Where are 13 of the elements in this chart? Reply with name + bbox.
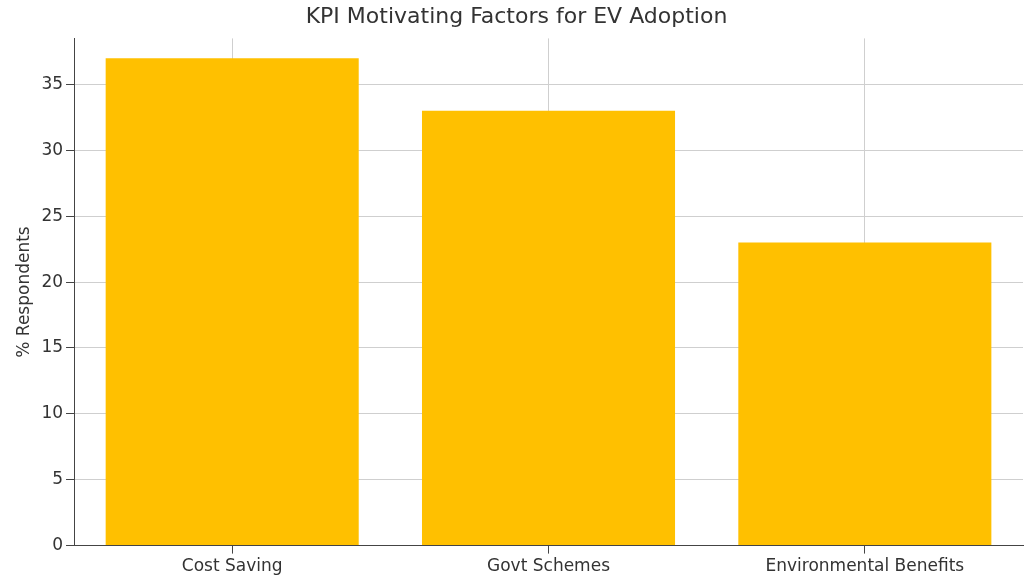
y-tick-label: 5 <box>52 468 64 489</box>
y-tick-label: 0 <box>52 534 64 555</box>
y-tick-label: 20 <box>41 270 64 291</box>
y-tick-label: 35 <box>41 72 64 93</box>
y-tick-label: 25 <box>41 204 64 225</box>
x-tick-label: Govt Schemes <box>487 555 611 576</box>
y-tick-label: 10 <box>41 402 64 423</box>
y-tick-label: 15 <box>41 336 64 357</box>
x-tick-label: Environmental Benefits <box>765 555 965 576</box>
y-axis-title: % Respondents <box>12 226 33 358</box>
y-tick-label: 30 <box>41 138 64 159</box>
chart-title: KPI Motivating Factors for EV Adoption <box>305 2 728 28</box>
x-tick-label: Cost Saving <box>181 555 283 576</box>
